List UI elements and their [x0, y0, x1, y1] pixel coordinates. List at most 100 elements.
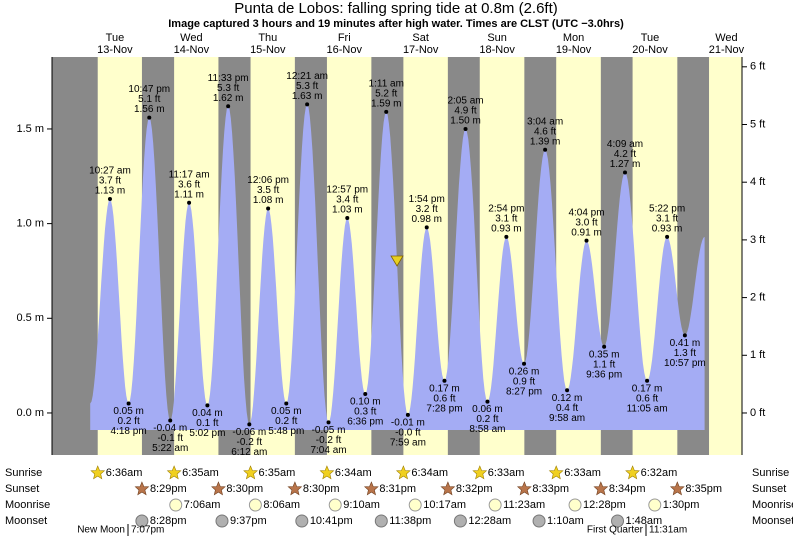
height-ft-label: 5.1 ft: [138, 94, 160, 105]
height-m-label: 0.26 m: [509, 366, 540, 377]
time-label: 7:04 am: [310, 445, 346, 456]
tide-point: [284, 401, 289, 406]
time-label: 3:04 am: [527, 116, 563, 127]
height-m-label: 0.17 m: [429, 383, 460, 394]
tide-point: [584, 238, 589, 243]
tide-point: [682, 333, 687, 338]
height-ft-label: 3.2 ft: [416, 204, 438, 215]
moonrise-icon: [568, 498, 582, 512]
day-name: Wed: [180, 32, 202, 44]
tide-point: [126, 401, 131, 406]
sunset-icon: [516, 481, 532, 496]
time-label: 12:57 pm: [326, 185, 368, 196]
moon-phase-name: New Moon: [77, 525, 125, 536]
height-m-label: 0.93 m: [491, 224, 522, 235]
height-ft-label: 0.9 ft: [513, 376, 535, 387]
time-label: 2:05 am: [447, 96, 483, 107]
tide-point: [226, 104, 231, 109]
tide-point: [463, 126, 468, 131]
time-label: 5:22 am: [152, 443, 188, 454]
sunrise-time: 6:32am: [641, 467, 678, 479]
height-m-label: 0.10 m: [350, 397, 381, 408]
moonset-time: 12:28am: [468, 515, 511, 527]
day-date: 13-Nov: [97, 44, 133, 56]
row-label: Sunset: [5, 483, 39, 495]
height-ft-label: 1.1 ft: [593, 359, 615, 370]
day-name: Fri: [338, 32, 351, 44]
height-m-label: 0.04 m: [192, 408, 223, 419]
time-label: 1:54 pm: [409, 194, 445, 205]
moonrise-icon: [169, 498, 183, 512]
height-m-label: 1.62 m: [213, 93, 244, 104]
day-name: Sun: [487, 32, 507, 44]
tide-point: [424, 225, 429, 230]
sunset-icon: [211, 481, 226, 496]
tide-point: [247, 422, 252, 427]
height-m-label: 0.91 m: [571, 227, 602, 238]
height-ft-label: 3.0 ft: [575, 217, 597, 228]
sunrise-time: 6:35am: [259, 467, 296, 479]
height-m-label: 1.56 m: [134, 104, 165, 115]
sunrise-icon: [243, 465, 258, 480]
time-label: 11:17 am: [169, 169, 210, 180]
day-name: Mon: [563, 32, 584, 44]
sunset-icon: [593, 481, 609, 496]
moonset-time: 1:10am: [547, 515, 584, 527]
height-m-label: -0.04 m: [153, 423, 187, 434]
height-ft-label: 1.3 ft: [674, 348, 696, 359]
moonrise-time: 7:06am: [184, 499, 221, 511]
time-label: 10:57 pm: [664, 358, 706, 369]
sunset-icon: [287, 481, 303, 496]
tide-point: [522, 361, 527, 366]
height-m-label: 0.12 m: [552, 393, 583, 404]
day-date: 19-Nov: [556, 44, 592, 56]
height-ft-label: -0.2 ft: [316, 435, 342, 446]
sunset-icon: [440, 481, 456, 496]
height-ft-label: -0.0 ft: [395, 427, 421, 438]
sunrise-icon: [319, 465, 335, 480]
moonrise-time: 11:23am: [503, 499, 545, 511]
time-label: 6:36 pm: [347, 417, 383, 428]
moonset-time: 11:38pm: [389, 515, 431, 527]
sunrise-time: 6:34am: [411, 467, 448, 479]
time-label: 5:48 pm: [268, 426, 304, 437]
time-label: 6:12 am: [231, 447, 267, 458]
time-label: 2:54 pm: [488, 204, 524, 215]
height-ft-label: 0.2 ft: [476, 414, 498, 425]
y2-tick-label: 3 ft: [750, 234, 765, 246]
moonset-icon: [453, 514, 467, 528]
height-m-label: -0.05 m: [312, 425, 346, 436]
height-m-label: 1.59 m: [371, 99, 402, 110]
height-ft-label: 3.4 ft: [336, 195, 358, 206]
y-tick-label: 1.5 m: [16, 123, 44, 135]
height-ft-label: 3.1 ft: [656, 214, 678, 225]
y2-tick-label: 0 ft: [750, 407, 765, 419]
day-date: 15-Nov: [250, 44, 286, 56]
y2-tick-label: 6 ft: [750, 61, 765, 73]
moonset-icon: [611, 514, 625, 528]
height-ft-label: 4.6 ft: [534, 126, 556, 137]
day-date: 17-Nov: [403, 44, 439, 56]
day-name: Tue: [641, 32, 660, 44]
tide-point: [565, 388, 570, 393]
time-label: 7:59 am: [390, 437, 426, 448]
sunset-time: 8:32pm: [456, 483, 493, 495]
row-label: Sunrise: [5, 467, 42, 479]
sunrise-icon: [472, 465, 488, 480]
tide-point: [147, 115, 152, 120]
tide-area: [90, 104, 705, 430]
height-ft-label: 4.9 ft: [454, 106, 476, 117]
day-date: 20-Nov: [632, 44, 668, 56]
row-label: Moonrise: [752, 499, 793, 511]
height-m-label: 1.39 m: [530, 136, 561, 147]
tide-point: [543, 147, 548, 152]
height-ft-label: 0.3 ft: [354, 407, 376, 418]
sunrise-icon: [395, 465, 411, 480]
height-ft-label: 4.2 ft: [614, 149, 636, 160]
time-label: 8:27 pm: [506, 386, 542, 397]
moonrise-time: 9:10am: [343, 499, 380, 511]
moonset-icon: [135, 514, 149, 528]
moonset-time: 10:41pm: [310, 515, 353, 527]
day-name: Tue: [106, 32, 125, 44]
